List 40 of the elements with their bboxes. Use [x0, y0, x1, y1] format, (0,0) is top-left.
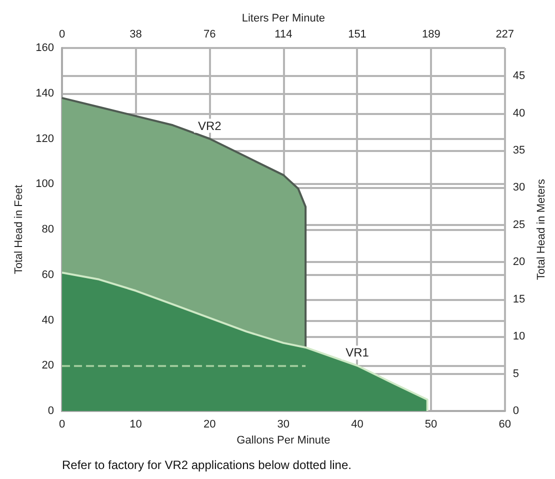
series-label: VR2	[198, 118, 222, 133]
y-axis-title: Total Head in Feet	[13, 184, 26, 274]
y2-tick-label: 45	[512, 70, 526, 82]
x2-tick-label: 76	[203, 28, 216, 40]
x-tick-label: 0	[58, 418, 66, 430]
y2-axis-title: Total Head in Meters	[536, 178, 548, 280]
text: Refer to factory for VR2 applications below dotted line.	[62, 458, 352, 472]
y2-tick-label: 15	[512, 293, 526, 306]
y2-tick-label: 5	[512, 368, 519, 380]
x-tick-label: 10	[130, 418, 142, 430]
x2-tick-label: 114	[274, 28, 292, 40]
y2-tick-label: 0	[512, 405, 519, 417]
series-label: VR1	[346, 346, 370, 360]
y2-tick-label: 20	[512, 256, 526, 268]
x-tick-label: 30	[277, 418, 290, 430]
y2-tick-label: 35	[512, 144, 526, 156]
y-tick-label: 0	[48, 405, 54, 417]
y-tick-label: 20	[42, 360, 54, 372]
y-tick-label: 160	[36, 42, 54, 54]
x2-tick-label: 227	[496, 28, 514, 40]
y-tick-label: 140	[36, 87, 54, 100]
x2-tick-label: 189	[422, 28, 440, 40]
x2-tick-label: 0	[58, 28, 66, 40]
y-tick-label: 60	[42, 268, 54, 281]
x-tick-label: 60	[498, 418, 511, 430]
y2-tick-label: 40	[512, 107, 526, 120]
x-axis-title: Gallons Per Minute	[236, 434, 330, 446]
x2-tick-label: 38	[130, 28, 142, 40]
x2-axis-title: Liters Per Minute	[242, 12, 326, 24]
x2-tick-label: 151	[348, 28, 366, 40]
y2-tick-label: 30	[512, 182, 526, 194]
y-tick-label: 120	[36, 132, 54, 145]
y-tick-label: 80	[42, 224, 54, 236]
x-tick-label: 20	[203, 418, 216, 430]
y2-tick-label: 25	[512, 218, 526, 231]
y-tick-label: 100	[36, 178, 54, 190]
x-tick-label: 50	[424, 418, 438, 430]
x-tick-label: 40	[351, 418, 364, 430]
y-tick-label: 40	[42, 314, 54, 326]
y2-tick-label: 10	[512, 330, 526, 343]
